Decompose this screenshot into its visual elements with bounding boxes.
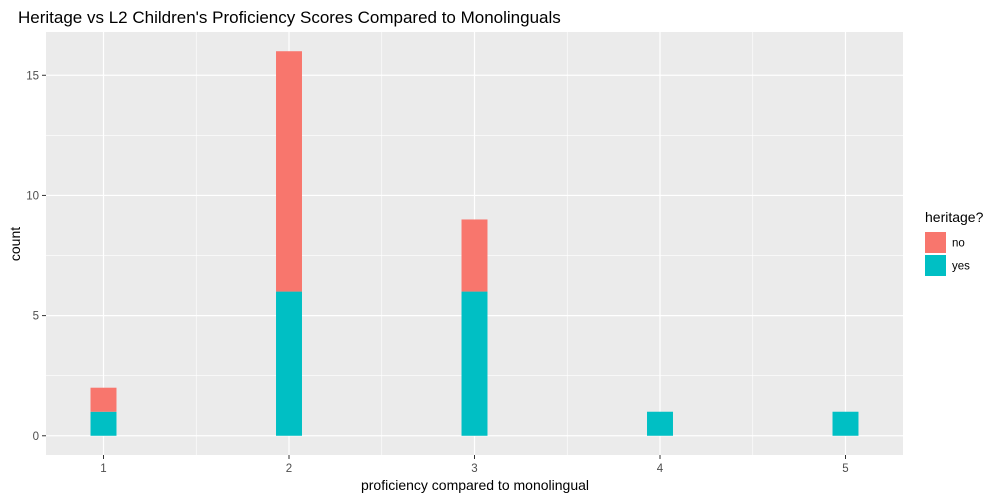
bar-yes-3 bbox=[461, 291, 488, 436]
legend-title: heritage? bbox=[925, 209, 984, 225]
plot-panel bbox=[46, 32, 903, 455]
y-tick-label: 10 bbox=[26, 190, 39, 202]
bar-yes-1 bbox=[90, 411, 117, 436]
bar-no-3 bbox=[461, 219, 488, 292]
y-axis-title: count bbox=[7, 227, 23, 261]
x-tick-label: 4 bbox=[657, 463, 664, 475]
y-tick-label: 15 bbox=[26, 70, 39, 82]
bar-yes-4 bbox=[647, 411, 673, 436]
legend-label-no: no bbox=[952, 238, 965, 250]
y-tick-label: 5 bbox=[33, 311, 39, 323]
x-tick-label: 5 bbox=[842, 463, 848, 475]
x-tick-label: 2 bbox=[286, 463, 292, 475]
y-tick-label: 0 bbox=[33, 431, 39, 443]
bar-no-2 bbox=[276, 51, 302, 292]
x-axis: 1 2 3 4 5 bbox=[100, 455, 849, 475]
legend-key-yes bbox=[925, 255, 946, 276]
legend: heritage? no yes bbox=[925, 209, 984, 276]
chart-title: Heritage vs L2 Children's Proficiency Sc… bbox=[18, 8, 561, 27]
x-tick-label: 1 bbox=[100, 463, 106, 475]
x-axis-title: proficiency compared to monolingual bbox=[361, 477, 589, 493]
legend-label-yes: yes bbox=[952, 261, 970, 273]
bar-no-1 bbox=[90, 387, 117, 412]
legend-key-no bbox=[925, 232, 946, 253]
x-tick-label: 3 bbox=[471, 463, 477, 475]
y-axis: 0 5 10 15 bbox=[26, 70, 46, 443]
bar-yes-5 bbox=[832, 411, 859, 436]
legend-entries: no yes bbox=[925, 232, 970, 276]
bars bbox=[90, 51, 859, 436]
bar-yes-2 bbox=[276, 291, 302, 436]
